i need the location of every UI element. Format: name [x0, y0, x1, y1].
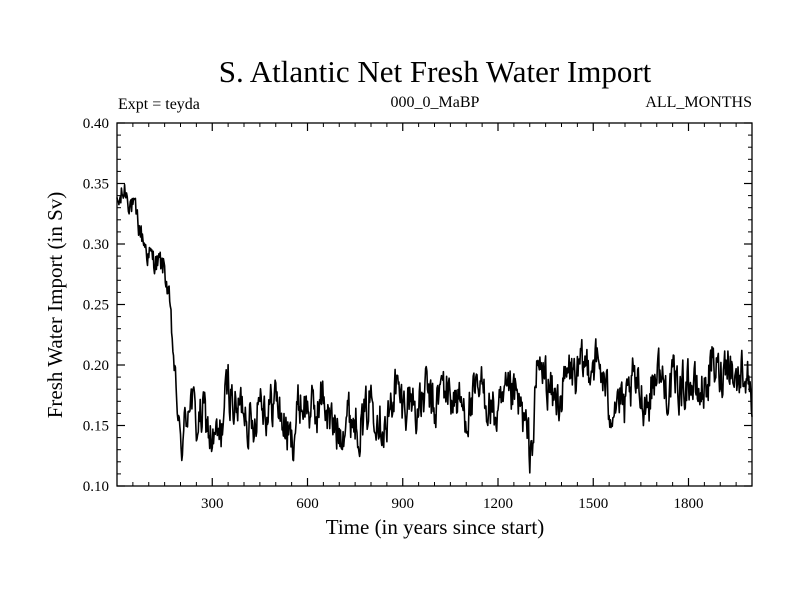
y-tick-label: 0.20 [83, 358, 109, 374]
x-axis-ticks: 300 600 900 1200 1500 1800 [201, 123, 704, 512]
y-tick-label: 0.15 [83, 419, 109, 435]
x-tick-label: 1200 [483, 496, 513, 512]
x-tick-label: 600 [296, 496, 319, 512]
plot-area: 300 600 900 1200 1500 1800 0.100.150.200.250.… [83, 116, 753, 512]
x-tick-label: 1500 [578, 496, 608, 512]
y-axis-ticks: 0.10 0.15 0.20 0.25 0.30 0.35 0.40 [83, 116, 752, 495]
y-tick-label: 0.25 [83, 298, 109, 314]
subtitle-left: Expt = teyda [118, 96, 200, 113]
series-line [116, 183, 753, 474]
y-tick-label: 0.30 [83, 237, 109, 253]
y-tick-label: 0.40 [83, 116, 109, 132]
x-axis-label: Time (in years since start) [326, 515, 545, 539]
x-tick-label: 1800 [674, 496, 704, 512]
x-tick-label: 300 [201, 496, 224, 512]
x-tick-label: 900 [392, 496, 415, 512]
y-tick-label: 0.35 [83, 177, 109, 193]
y-axis-label: Fresh Water Import (in Sv) [43, 192, 67, 419]
subtitle-center: 000_0_MaBP [391, 94, 480, 111]
chart-title: S. Atlantic Net Fresh Water Import [219, 54, 652, 89]
subtitle-right: ALL_MONTHS [645, 94, 752, 111]
y-tick-label: 0.10 [83, 479, 109, 495]
minor-ticks [117, 123, 752, 486]
